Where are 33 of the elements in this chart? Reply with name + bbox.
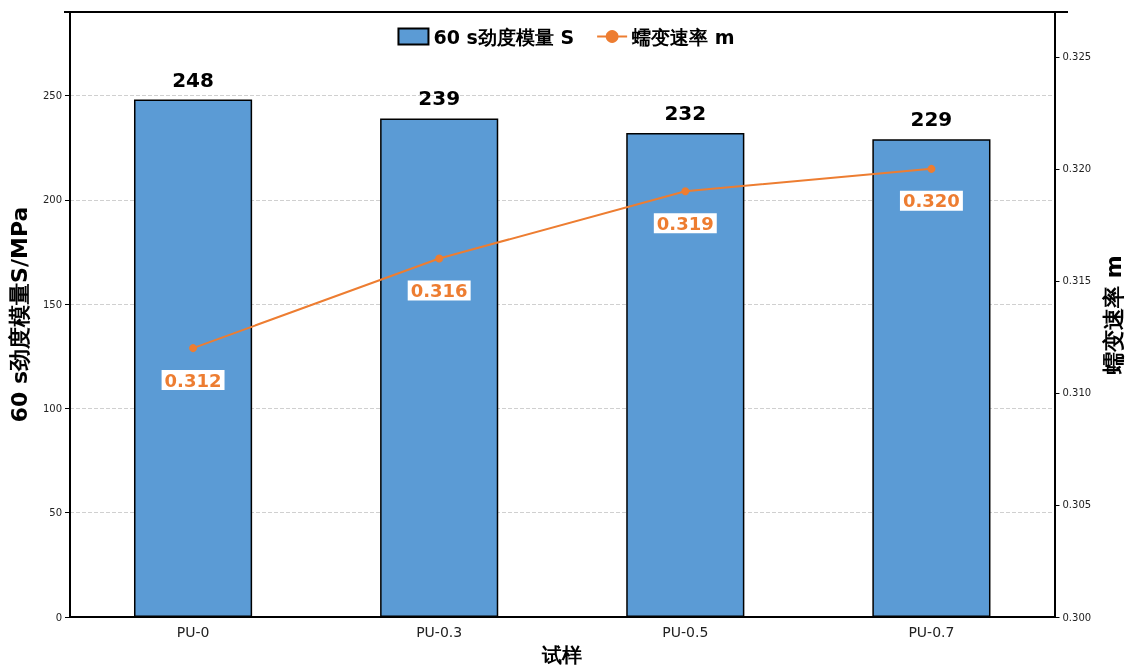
y-tick-label: 200	[42, 194, 62, 206]
y-tick-label: 0	[55, 611, 62, 623]
data-label: 232	[664, 101, 707, 125]
data-label: 0.312	[164, 369, 222, 391]
y2-tick-label: 0.325	[1062, 51, 1092, 63]
x-tick-label: PU-0	[176, 624, 210, 640]
y2-axis-title: 蠕变速率 m	[1100, 255, 1126, 375]
y-tick-label: 250	[42, 89, 62, 101]
x-tick-label: PU-0.3	[416, 624, 463, 640]
x-tick-label: PU-0.7	[908, 624, 955, 640]
x-axis-title: 试样	[541, 643, 583, 667]
y2-tick-label: 0.315	[1062, 275, 1092, 287]
y-tick-label: 100	[42, 402, 62, 414]
data-label: 0.316	[410, 279, 468, 301]
x-tick-label: PU-0.5	[662, 624, 709, 640]
y2-tick-label: 0.320	[1062, 163, 1092, 175]
data-label: 229	[910, 107, 953, 132]
data-label: 248	[172, 67, 214, 92]
legend-label: 蠕变速率 m	[631, 25, 735, 48]
y-tick-label: 150	[42, 298, 62, 310]
legend-label: 60 s劲度模量 S	[433, 25, 575, 48]
data-label: 0.319	[656, 212, 714, 234]
data-label: 239	[418, 86, 461, 111]
y-tick-label: 50	[49, 507, 62, 519]
y2-tick-label: 0.300	[1062, 611, 1092, 623]
y2-tick-label: 0.305	[1062, 499, 1092, 511]
point	[681, 187, 690, 196]
point	[189, 344, 198, 353]
y-axis-title: 60 s劲度模量S/MPa	[6, 206, 32, 423]
y2-tick-label: 0.310	[1062, 387, 1092, 399]
point	[435, 254, 444, 263]
data-label: 0.320	[902, 190, 960, 212]
point	[927, 164, 936, 173]
